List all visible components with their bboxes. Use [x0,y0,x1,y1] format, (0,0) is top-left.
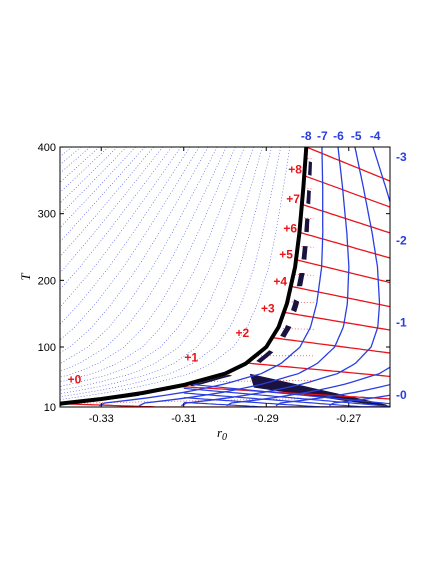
red-curve [290,285,390,308]
x-axis-label: r0 [217,425,227,443]
dotted-level [307,158,314,160]
blue-right-label: -0 [396,388,407,402]
dotted-contour [60,147,127,216]
shaded-band [306,190,311,205]
y-tick-label: 200 [38,275,56,287]
blue-curve [226,147,390,407]
red-curve-label: +3 [261,301,275,315]
plot-background [60,147,390,407]
dotted-contour [0,147,18,407]
boundary-curve [60,147,309,406]
dotted-contour [60,147,291,400]
red-curve [303,175,390,208]
dotted-contour [60,147,218,364]
plot-frame [59,146,391,408]
blue-top-label: -6 [333,129,344,143]
red-curve [246,362,390,377]
shaded-band [304,218,310,233]
dotted-contour [60,147,227,372]
curve-labels: +0 +1 +2 +3 +4 +5 +6 +7 +8 -8 -7 -6 -5 -4 -3 -2 -1 -0 [68,129,407,402]
shaded-band [291,299,300,313]
blue-top-label: -5 [351,129,362,143]
blue-top-label: -7 [317,129,328,143]
x-axis-label-sub: 0 [222,432,227,443]
red-curve-label: +2 [235,326,249,340]
y-tick-label: 400 [38,142,56,154]
blue-fan-curve [183,383,390,405]
red-curve [271,337,390,354]
red-curve-label: +7 [286,192,300,206]
dotted-level [288,301,314,303]
red-curve-label: +8 [288,163,302,177]
blue-curve [181,147,381,407]
red-curve [306,147,390,182]
blue-right-label: -2 [396,233,407,247]
red-curve-label: +6 [283,221,297,235]
x-tick-label: -0.31 [171,413,196,425]
boundary-line [60,147,309,406]
dotted-level [301,217,314,219]
dotted-level [301,246,314,248]
red-curve-label: +0 [68,373,82,387]
dotted-level [295,274,314,276]
blue-fan-curve [183,387,390,407]
dotted-contours [0,147,314,407]
y-tick-label: 300 [38,209,56,221]
red-curve [176,385,390,400]
dotted-level [307,188,314,190]
x-tick-label: -0.29 [254,413,279,425]
red-curve-label: +1 [184,351,198,365]
dotted-contour [60,147,145,243]
x-axis-label-main: r [217,425,223,440]
red-curve [283,311,390,331]
dotted-level [282,328,314,330]
axis-ticks: -0.33 -0.31 -0.29 -0.27 10 100 200 300 400 [38,142,390,425]
red-curve [301,203,390,234]
shaded-band [301,246,308,260]
dotted-contour [60,147,254,387]
red-curve-label: +5 [279,247,293,261]
blue-right-label: -1 [396,315,407,329]
shaded-band [256,350,274,363]
shaded-band [296,273,305,287]
dotted-contour [60,147,263,391]
dotted-level [66,398,314,404]
dotted-contour [60,147,191,325]
shaded-band [189,374,233,387]
shaded-band [280,325,292,338]
dotted-contour [60,147,173,290]
dotted-contour [60,147,109,193]
red-curves [60,147,390,407]
blue-top-label: -4 [370,129,381,143]
blue-fan-curve [183,397,390,407]
blue-fan-curve [183,392,390,407]
x-tick-label: -0.33 [89,413,114,425]
red-curve-label: +4 [273,275,287,289]
blue-curve [98,147,324,407]
y-tick-label: 10 [44,402,56,414]
blue-right-label: -3 [396,150,407,164]
shaded-band [308,161,312,176]
blue-curve [138,147,350,407]
blue-fan-curve [183,401,390,407]
red-curve [60,403,390,407]
dotted-contour [0,147,8,407]
y-axis-label: T [18,273,33,281]
blue-top-label: -8 [301,129,312,143]
y-tick-label: 100 [38,342,56,354]
red-curve [295,259,390,284]
x-tick-label: -0.27 [336,413,361,425]
